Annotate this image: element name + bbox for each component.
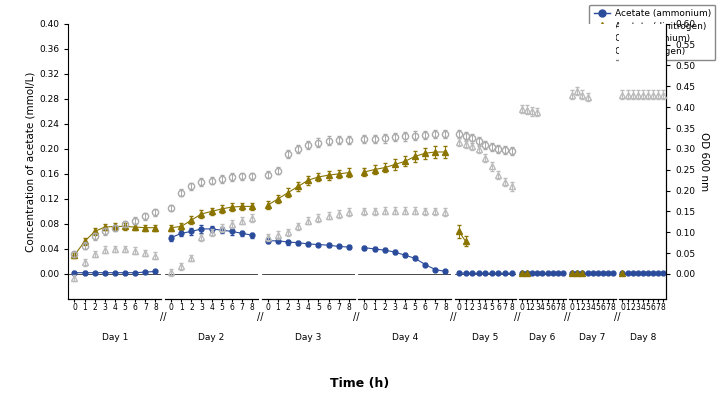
Y-axis label: OD 600 nm: OD 600 nm: [699, 132, 709, 191]
Text: //: //: [450, 312, 456, 322]
Text: Day 4: Day 4: [392, 333, 418, 343]
Text: Day 1: Day 1: [102, 333, 128, 343]
Text: Day 7: Day 7: [580, 333, 606, 343]
Text: //: //: [514, 312, 521, 322]
Text: //: //: [257, 312, 264, 322]
Text: //: //: [160, 312, 166, 322]
Legend: Acetate (ammonium), Acetate (dinitrogen), OD (ammonium), OD (dinitrogen): Acetate (ammonium), Acetate (dinitrogen)…: [590, 4, 716, 60]
Text: Day 3: Day 3: [295, 333, 321, 343]
Text: //: //: [564, 312, 571, 322]
Text: Day 6: Day 6: [529, 333, 556, 343]
Text: //: //: [354, 312, 360, 322]
Text: Day 2: Day 2: [199, 333, 225, 343]
Text: Day 8: Day 8: [629, 333, 656, 343]
Text: Time (h): Time (h): [330, 377, 390, 390]
Text: //: //: [614, 312, 621, 322]
Text: Day 5: Day 5: [472, 333, 498, 343]
Y-axis label: Concentration of acetate (mmol/L): Concentration of acetate (mmol/L): [25, 71, 35, 251]
